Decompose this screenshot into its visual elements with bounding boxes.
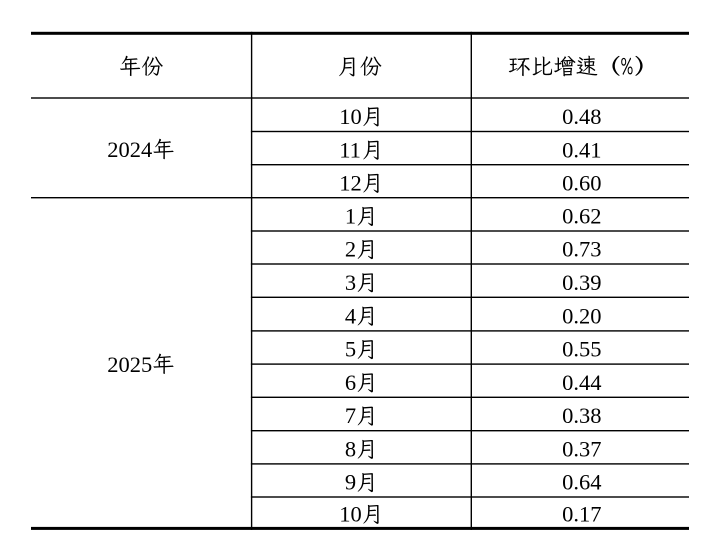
svg-text:2025: 2025: [107, 352, 152, 377]
svg-text:8: 8: [345, 437, 356, 462]
svg-text:10: 10: [339, 104, 362, 129]
svg-text:0.62: 0.62: [562, 204, 601, 229]
svg-text:0.38: 0.38: [562, 403, 601, 428]
svg-text:12: 12: [339, 170, 362, 195]
svg-text:6: 6: [345, 370, 356, 395]
svg-text:0.48: 0.48: [562, 104, 601, 129]
svg-text:2: 2: [345, 237, 356, 262]
svg-text:0.39: 0.39: [562, 270, 601, 295]
svg-text:0.20: 0.20: [562, 303, 601, 328]
svg-text:10: 10: [339, 502, 362, 527]
svg-text:0.60: 0.60: [562, 170, 601, 195]
svg-text:0.41: 0.41: [562, 137, 601, 162]
svg-text:11: 11: [339, 137, 361, 162]
svg-text:0.17: 0.17: [562, 502, 601, 527]
svg-text:0.55: 0.55: [562, 337, 601, 362]
svg-text:2024: 2024: [107, 137, 152, 162]
svg-text:7: 7: [345, 403, 356, 428]
svg-text:0.37: 0.37: [562, 437, 601, 462]
svg-text:3: 3: [345, 270, 356, 295]
svg-text:1: 1: [345, 204, 356, 229]
svg-text:0.44: 0.44: [562, 370, 601, 395]
svg-text:9: 9: [345, 470, 356, 495]
svg-text:0.64: 0.64: [562, 470, 601, 495]
svg-text:4: 4: [345, 303, 356, 328]
svg-text:5: 5: [345, 337, 356, 362]
svg-text:0.73: 0.73: [562, 237, 601, 262]
